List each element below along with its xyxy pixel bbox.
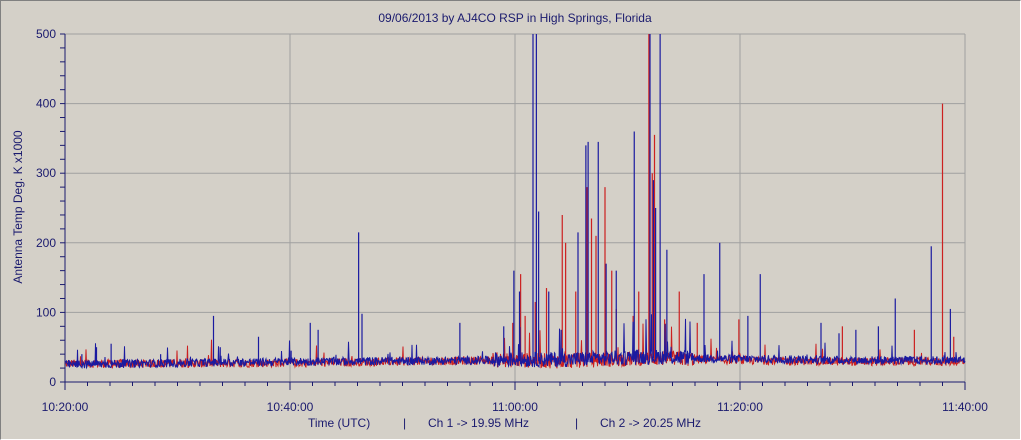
- plot-area: 0 100 200 300 400 500 10:20:00 10:40:00 11:00:00…: [36, 27, 988, 414]
- y-tick-label: 300: [36, 166, 56, 180]
- legend-ch2: Ch 2 -> 20.25 MHz: [600, 416, 701, 430]
- x-axis-label: Time (UTC): [308, 416, 370, 430]
- x-tick-label: 11:00:00: [492, 400, 538, 414]
- y-tick-label: 400: [36, 97, 56, 111]
- footer-separator-2: |: [575, 416, 578, 430]
- series-line-ch2: [64, 314, 966, 370]
- chart-title: 09/06/2013 by AJ4CO RSP in High Springs,…: [378, 11, 652, 25]
- y-axis-label: Antenna Temp Deg. K x1000: [11, 130, 25, 284]
- y-tick-label: 0: [49, 375, 56, 389]
- x-tick-label: 10:40:00: [267, 400, 314, 414]
- footer-separator-1: |: [403, 416, 406, 430]
- y-tick-label: 500: [36, 27, 56, 41]
- y-tick-label: 100: [36, 305, 56, 319]
- y-tick-label: 200: [36, 236, 56, 250]
- x-tick-label: 11:40:00: [942, 400, 988, 414]
- x-tick-label: 11:20:00: [717, 400, 763, 414]
- legend-ch1: Ch 1 -> 19.95 MHz: [428, 416, 529, 430]
- x-tick-label: 10:20:00: [42, 400, 89, 414]
